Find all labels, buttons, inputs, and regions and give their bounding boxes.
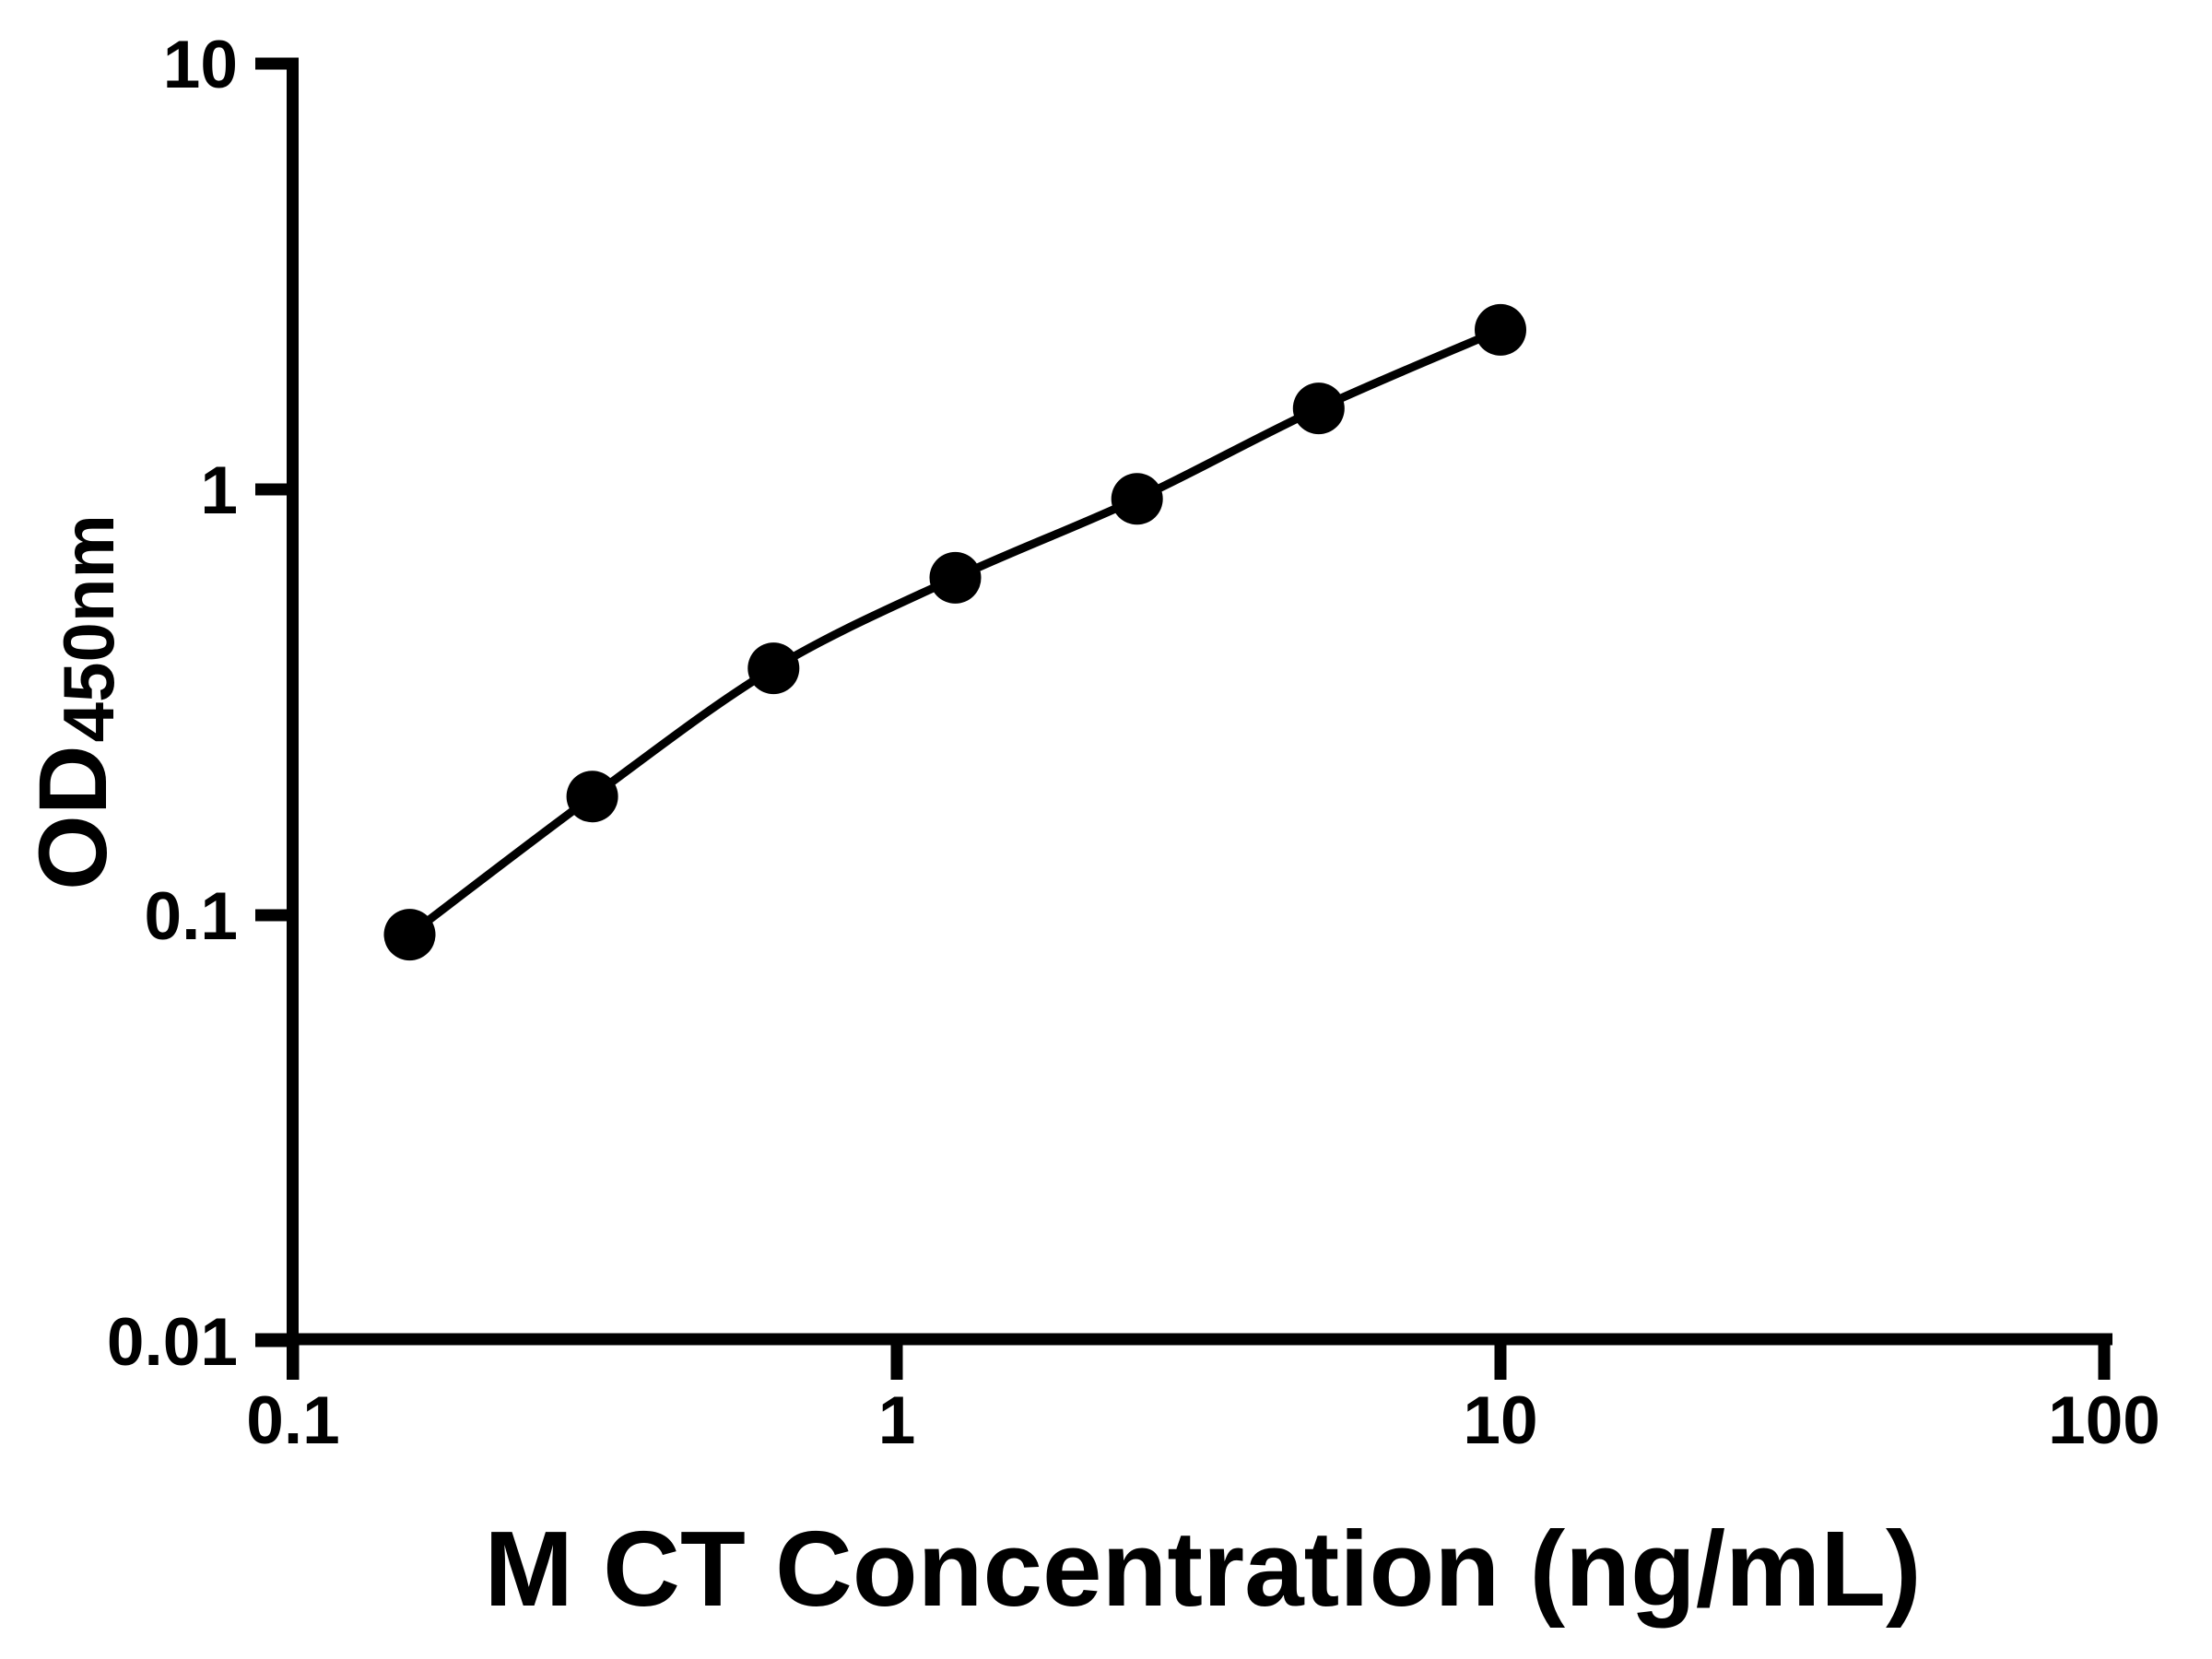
x-axis-ticks: 0.1 1 10 100 (246, 1339, 2160, 1458)
y-axis-title-subscript: 450nm (48, 514, 129, 742)
x-tick-label: 100 (2048, 1383, 2160, 1458)
y-axis-ticks: 0.01 0.1 1 10 (107, 28, 293, 1380)
data-point-marker (1292, 382, 1345, 435)
y-axis-title: OD450nm (19, 514, 129, 890)
y-axis-title-text: OD450nm (19, 514, 129, 890)
y-tick-label: 0.1 (145, 879, 238, 954)
data-point-marker (383, 909, 436, 961)
data-point-marker (929, 551, 982, 604)
x-tick-label: 10 (1463, 1383, 1537, 1458)
data-points (383, 303, 1526, 961)
y-tick-label: 0.01 (107, 1305, 238, 1380)
y-tick-label: 10 (163, 28, 238, 102)
y-tick-label: 1 (200, 453, 238, 528)
data-point-marker (1111, 473, 1163, 525)
data-point-marker (747, 642, 800, 695)
y-axis-title-main: OD (19, 745, 127, 890)
x-axis-title: M CT Concentration (ng/mL) (484, 1509, 1921, 1629)
data-point-marker (1475, 303, 1526, 356)
data-point-marker (566, 771, 618, 823)
data-series (383, 303, 1526, 961)
x-tick-label: 1 (878, 1383, 916, 1458)
x-tick-label: 0.1 (246, 1383, 339, 1458)
